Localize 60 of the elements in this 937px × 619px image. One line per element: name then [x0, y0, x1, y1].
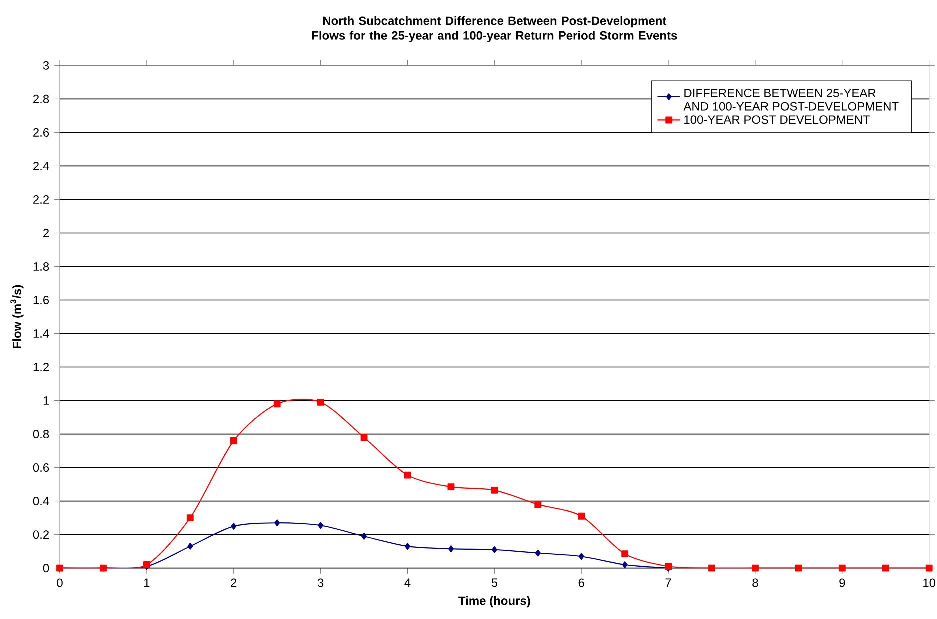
y-tick-label: 0: [43, 564, 50, 573]
point: [404, 472, 412, 479]
y-tick-label: 1.4: [34, 330, 50, 338]
y-tick-label: 0.6: [33, 464, 50, 472]
point: [622, 550, 629, 558]
point: [230, 438, 238, 444]
legend-label: 100-YEAR POST DEVELOPMENT: [684, 116, 870, 124]
x-tick-label: 2: [231, 578, 237, 588]
x-tick-label: 6: [578, 578, 584, 588]
x-tick-label: 1: [144, 578, 150, 587]
y-tick-label: 2: [44, 229, 49, 238]
point: [492, 546, 498, 554]
y-tick-label: 2.4: [34, 162, 50, 170]
y-tick-label: 1.8: [34, 262, 50, 271]
x-tick-label: 4: [404, 578, 411, 587]
point: [405, 543, 410, 550]
point: [318, 522, 324, 530]
point: [362, 533, 368, 540]
y-tick-label: 3: [43, 61, 50, 70]
x-tick-label: 5: [492, 578, 498, 588]
point: [491, 486, 498, 494]
point: [231, 522, 237, 530]
point: [535, 550, 541, 557]
point: [274, 520, 280, 527]
point: [317, 398, 324, 406]
point: [534, 501, 542, 508]
y-tick-label: 2.8: [34, 94, 50, 104]
y-tick-label: 1.2: [34, 363, 49, 372]
point: [274, 400, 281, 408]
legend-label: DIFFERENCE BETWEEN 25-YEAR AND 100-YEAR POST-DEVELOPMENT: [684, 89, 899, 111]
point: [926, 564, 933, 572]
point: [708, 564, 716, 572]
point: [188, 543, 194, 550]
point: [360, 434, 368, 442]
point: [752, 564, 759, 572]
x-tick-label: 8: [752, 578, 758, 588]
chart-title: North Subcatchment Difference Between Post-Development Flows for the 25-year and 100-year Return Period Storm Events: [312, 16, 678, 42]
x-tick-label: 0: [57, 578, 63, 588]
y-axis-title: Flow (m$^{3}$/s): [10, 285, 24, 348]
point: [578, 553, 584, 560]
y-tick-label: 0.2: [33, 530, 49, 540]
y-tick-label: 1: [44, 396, 50, 405]
y-tick-label: 2.6: [34, 128, 50, 137]
x-axis-title: Time (hours): [458, 596, 530, 608]
point: [795, 564, 802, 572]
x-tick-label: 9: [840, 578, 846, 588]
x-tick-label: 10: [924, 578, 936, 588]
x-tick-label: 7: [666, 578, 672, 587]
point: [882, 564, 890, 572]
x-tick-label: 3: [318, 578, 324, 588]
point: [578, 512, 586, 520]
y-tick-label: 1.6: [34, 296, 50, 304]
y-tick-label: 0.4: [33, 497, 50, 506]
point: [186, 514, 194, 522]
point: [838, 564, 846, 572]
y-tick-label: 0.8: [33, 430, 50, 439]
y-tick-label: 2.2: [34, 196, 49, 204]
point: [622, 562, 628, 568]
point: [448, 546, 454, 553]
point: [448, 484, 455, 491]
